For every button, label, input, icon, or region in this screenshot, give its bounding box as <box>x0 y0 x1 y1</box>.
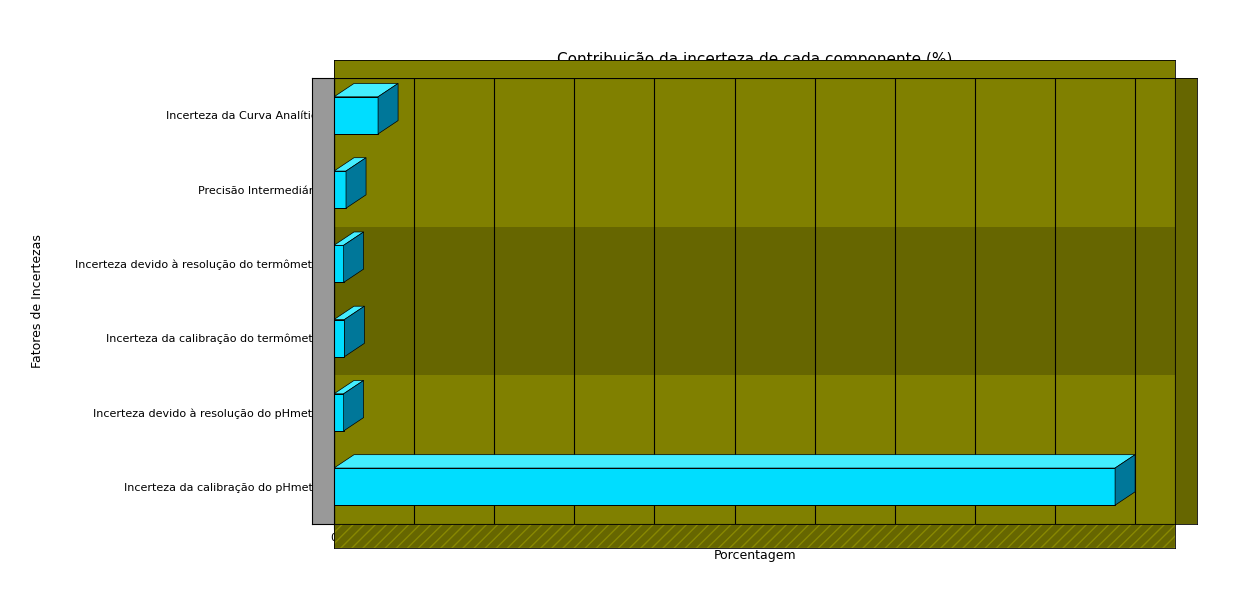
Title: Contribuição da incerteza de cada componente (%): Contribuição da incerteza de cada compon… <box>557 52 952 67</box>
Bar <box>334 246 344 282</box>
X-axis label: Porcentagem: Porcentagem <box>714 549 795 562</box>
Text: Fatores de Incertezas: Fatores de Incertezas <box>31 234 43 368</box>
Polygon shape <box>344 232 364 282</box>
Polygon shape <box>344 306 365 356</box>
Polygon shape <box>334 306 365 320</box>
Bar <box>334 468 1115 505</box>
Polygon shape <box>379 84 398 134</box>
Bar <box>334 394 344 431</box>
Bar <box>334 227 1175 375</box>
Polygon shape <box>334 455 1136 468</box>
Polygon shape <box>334 380 364 394</box>
Bar <box>334 97 379 134</box>
Polygon shape <box>346 158 366 208</box>
Bar <box>334 320 344 356</box>
Polygon shape <box>334 84 398 97</box>
Polygon shape <box>334 232 364 246</box>
Bar <box>334 171 346 208</box>
Polygon shape <box>334 158 366 171</box>
Polygon shape <box>1115 455 1136 505</box>
Polygon shape <box>344 380 364 431</box>
